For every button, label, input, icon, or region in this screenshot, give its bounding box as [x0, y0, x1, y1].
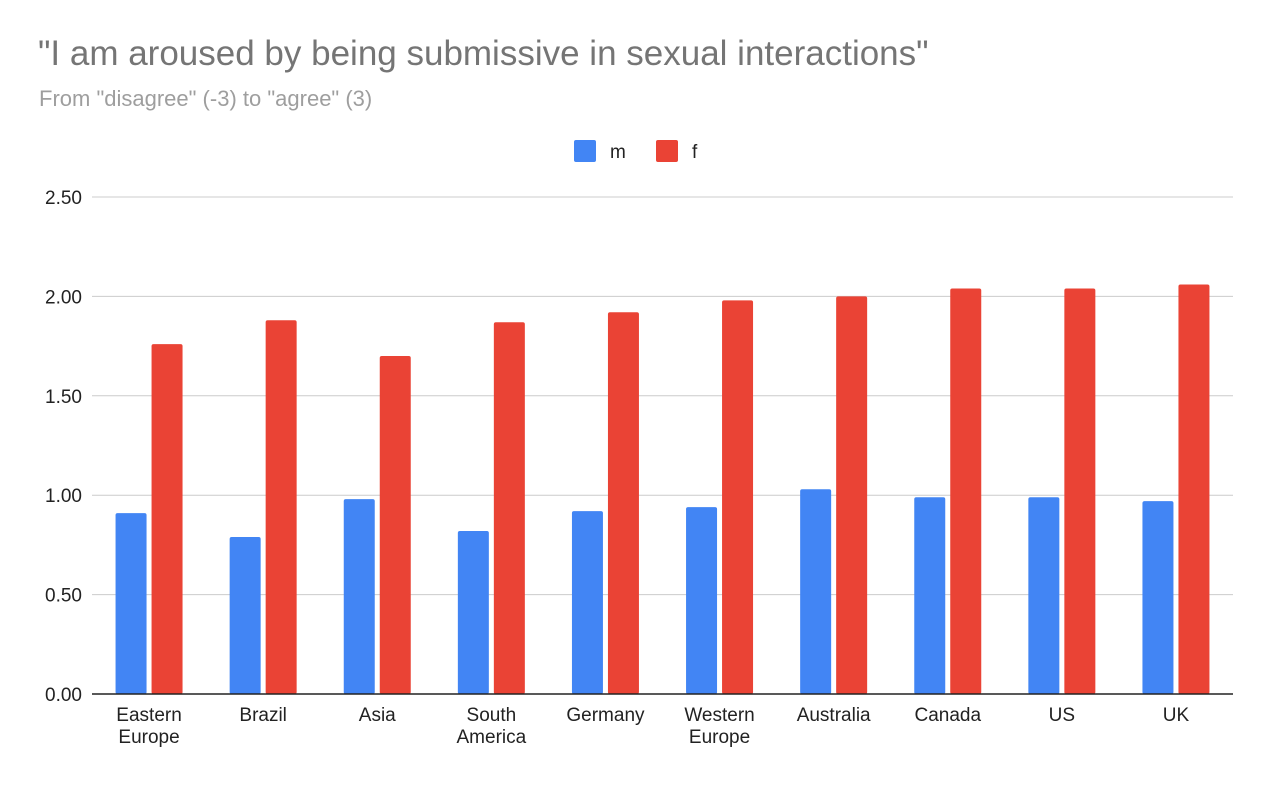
bar-m — [229, 536, 261, 694]
bar-m — [115, 513, 147, 694]
bar-m — [571, 511, 603, 694]
y-tick-label: 0.00 — [45, 685, 82, 706]
bar-f — [722, 300, 754, 694]
legend-swatch-m — [574, 140, 596, 162]
bar-m — [457, 530, 489, 694]
gridlines — [92, 196, 1233, 596]
legend-label-f: f — [692, 142, 698, 163]
x-tick-label: Canada — [914, 705, 981, 726]
bar-m — [914, 497, 946, 694]
bar-f — [607, 312, 639, 694]
x-tick-label: Brazil — [239, 705, 287, 726]
bar-f — [836, 296, 868, 694]
bar-f — [950, 288, 982, 694]
bar-f — [493, 322, 525, 694]
legend: m f — [574, 140, 698, 163]
legend-label-m: m — [610, 142, 626, 163]
x-tick-label: Asia — [359, 705, 396, 726]
bar-f — [1064, 288, 1096, 694]
bars — [115, 284, 1210, 694]
bar-m — [800, 489, 832, 694]
bar-f — [265, 320, 297, 694]
y-tick-label: 0.50 — [45, 586, 82, 607]
y-tick-label: 2.00 — [45, 287, 82, 308]
bar-f — [151, 344, 183, 694]
bar-m — [1028, 497, 1060, 694]
y-tick-label: 2.50 — [45, 188, 82, 209]
bar-f — [1178, 284, 1210, 694]
x-tick-label: US — [1049, 705, 1075, 726]
y-axis-ticks: 0.00 0.50 1.00 1.50 2.00 2.50 — [45, 188, 82, 706]
x-tick-label: Eastern Europe — [116, 705, 181, 748]
x-axis-ticks: Eastern Europe Brazil Asia South America Germa… — [116, 705, 1189, 748]
chart-subtitle: From "disagree" (-3) to "agree" (3) — [39, 86, 373, 111]
y-tick-label: 1.50 — [45, 387, 82, 408]
legend-swatch-f — [656, 140, 678, 162]
x-tick-label: UK — [1163, 705, 1190, 726]
bar-f — [379, 356, 411, 694]
bar-m — [343, 499, 375, 694]
x-tick-label: Germany — [566, 705, 645, 726]
x-tick-label: South America — [457, 705, 527, 748]
x-tick-label: Australia — [797, 705, 871, 726]
bar-m — [686, 507, 718, 694]
x-tick-label: Western Europe — [684, 705, 754, 748]
y-tick-label: 1.00 — [45, 486, 82, 507]
chart-title: "I am aroused by being submissive in sex… — [38, 34, 929, 73]
bar-m — [1142, 501, 1174, 694]
